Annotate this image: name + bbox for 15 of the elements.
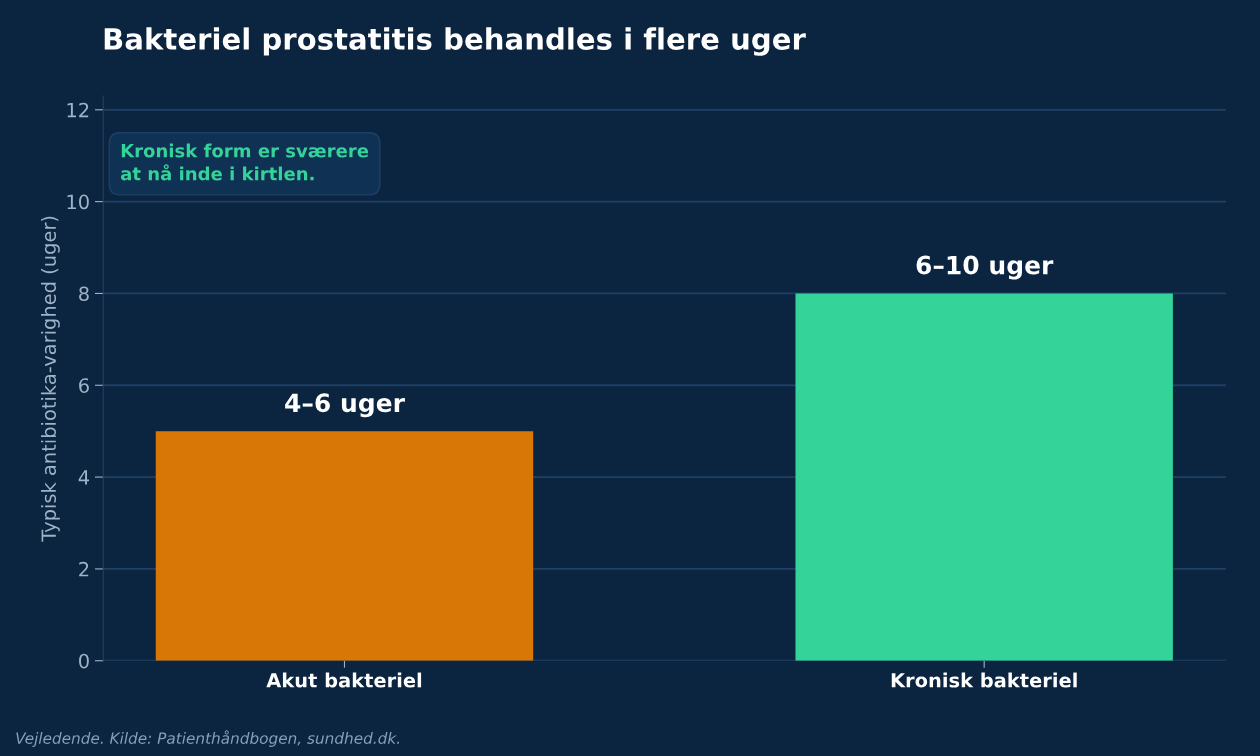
chart-title: Bakteriel prostatitis behandles i flere uger <box>104 27 806 56</box>
y-axis-title: Typisk antibiotika-varighed (uger) <box>41 216 60 542</box>
y-tick-label: 10 <box>67 194 89 210</box>
x-tick-label: Kronisk bakteriel <box>891 672 1077 688</box>
y-tick-label: 8 <box>79 286 89 302</box>
y-tick-label: 6 <box>79 378 89 393</box>
text: Vejledende. Kilde: Patienthåndbogen, sundhed.dk. <box>16 730 400 747</box>
data-label: 4–6 uger <box>285 393 405 418</box>
y-tick-label: 4 <box>78 470 90 485</box>
y-tick-label: 12 <box>67 102 89 118</box>
y-tick-label: 2 <box>79 561 89 577</box>
annotation: Kronisk form er sværere at nå inde i kirtlen. <box>120 143 369 181</box>
x-tick-label: Akut bakteriel <box>266 672 422 688</box>
y-tick-label: 0 <box>79 653 89 669</box>
data-label: 6–10 uger <box>916 255 1054 280</box>
